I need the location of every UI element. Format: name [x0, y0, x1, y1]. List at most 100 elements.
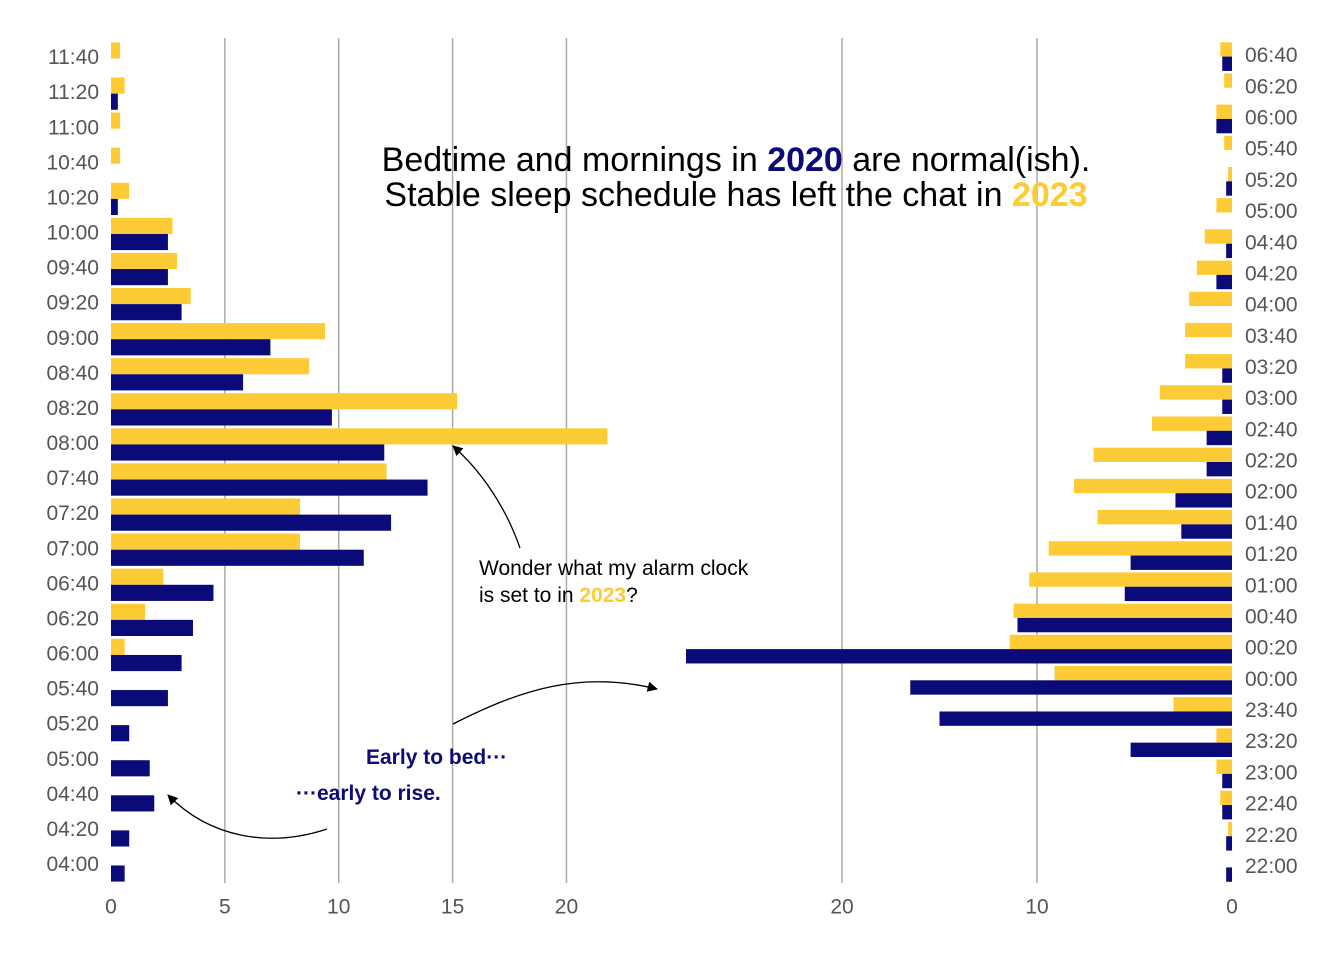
y-tick-label: 22:20 — [1245, 824, 1298, 847]
text-part: is set to in — [479, 584, 579, 607]
bar — [1206, 430, 1232, 446]
bar — [1216, 104, 1232, 119]
y-tick-label: 10:40 — [46, 151, 99, 174]
bar — [111, 409, 332, 426]
y-tick-label: 23:40 — [1245, 699, 1298, 722]
text-part: Early to bed··· — [366, 746, 507, 769]
grid — [224, 38, 1038, 883]
bar — [1228, 166, 1232, 182]
bar — [111, 233, 168, 251]
bar — [111, 147, 121, 164]
y-tick-label: 06:00 — [46, 643, 99, 666]
y-tick-label: 05:00 — [1245, 200, 1298, 223]
bar — [1216, 118, 1232, 134]
y-tick-label: 06:20 — [1245, 75, 1298, 98]
bar — [1130, 555, 1232, 570]
bar — [111, 498, 301, 515]
bar — [1017, 617, 1232, 633]
bar — [111, 269, 168, 286]
bar — [111, 549, 364, 566]
bar — [1224, 73, 1232, 88]
y-tick-label: 04:00 — [46, 853, 99, 876]
bar — [1185, 354, 1232, 369]
x-tick-label: 20 — [830, 896, 853, 919]
y-tick-label: 06:40 — [1245, 44, 1298, 67]
y-tick-label: 23:20 — [1245, 730, 1298, 753]
bar — [111, 374, 244, 391]
y-tick-label: 23:00 — [1245, 761, 1298, 784]
y-tick-label: 05:40 — [46, 678, 99, 701]
y-tick-label: 01:40 — [1245, 512, 1298, 535]
bar — [111, 217, 173, 234]
y-tick-label: 08:40 — [46, 362, 99, 385]
y-tick-label: 07:00 — [46, 537, 99, 560]
bar — [111, 479, 428, 496]
bar — [111, 358, 310, 375]
y-tick-label: 00:20 — [1245, 637, 1298, 660]
text-part: ···early to rise. — [296, 782, 441, 805]
bar — [111, 112, 121, 129]
bar — [1054, 665, 1232, 681]
bar — [1124, 586, 1232, 602]
bar — [111, 393, 458, 410]
x-tick-label: 5 — [219, 896, 231, 919]
bar — [111, 725, 130, 742]
text-line: ···early to rise. — [296, 782, 441, 805]
text-part: 2020 — [767, 141, 843, 179]
y-tick-label: 08:20 — [46, 397, 99, 420]
y-tick-label: 04:40 — [46, 783, 99, 806]
bar — [1130, 742, 1232, 758]
bar — [1224, 135, 1232, 151]
bar — [1009, 634, 1232, 650]
y-tick-label: 11:40 — [48, 46, 99, 69]
y-tick-label: 00:40 — [1245, 605, 1298, 628]
bar — [1189, 291, 1232, 307]
text-line: Early to bed··· — [366, 746, 507, 769]
bar — [939, 711, 1232, 726]
y-tick-label: 06:00 — [1245, 107, 1298, 130]
bar — [1226, 867, 1232, 882]
y-tick-label: 08:00 — [46, 432, 99, 455]
bar — [1097, 510, 1232, 525]
y-tick-label: 01:00 — [1245, 574, 1298, 597]
bar — [111, 323, 326, 340]
y-tick-label: 04:20 — [1245, 262, 1298, 285]
bar — [1220, 790, 1232, 806]
text-part: 2023 — [579, 584, 626, 607]
bar — [111, 795, 155, 812]
y-tick-label: 02:20 — [1245, 450, 1298, 473]
bar — [111, 830, 130, 847]
bar — [1074, 478, 1232, 494]
y-tick-label: 06:40 — [46, 572, 99, 595]
bar — [1159, 385, 1232, 400]
y-tick-label: 03:20 — [1245, 356, 1298, 379]
bar — [111, 198, 118, 216]
y-tick-label: 04:00 — [1245, 294, 1298, 317]
y-tick-label: 02:40 — [1245, 418, 1298, 441]
bar — [111, 93, 118, 110]
arrow — [452, 445, 521, 549]
bar — [1222, 399, 1232, 414]
bar — [1222, 56, 1232, 71]
bar — [111, 287, 191, 305]
y-tick-label: 05:00 — [46, 748, 99, 771]
bar — [1029, 572, 1232, 587]
arrow — [452, 680, 659, 725]
bar — [1204, 229, 1232, 244]
text-part: ? — [626, 584, 638, 607]
bar — [1196, 260, 1232, 275]
y-tick-label: 03:40 — [1245, 325, 1298, 348]
text-part: Bedtime and mornings in — [382, 141, 768, 179]
bar — [111, 514, 392, 531]
bar — [111, 42, 121, 59]
bar — [111, 304, 182, 321]
text-line: Stable sleep schedule has left the chat … — [384, 176, 1087, 214]
x-tick-label: 10 — [327, 896, 350, 919]
y-tick-label: 10:00 — [46, 222, 99, 245]
bar — [1173, 697, 1232, 712]
bar — [111, 603, 146, 620]
bar — [111, 77, 125, 94]
bar — [111, 584, 214, 601]
texts: Bedtime and mornings in 2020 are normal(… — [296, 141, 1090, 805]
